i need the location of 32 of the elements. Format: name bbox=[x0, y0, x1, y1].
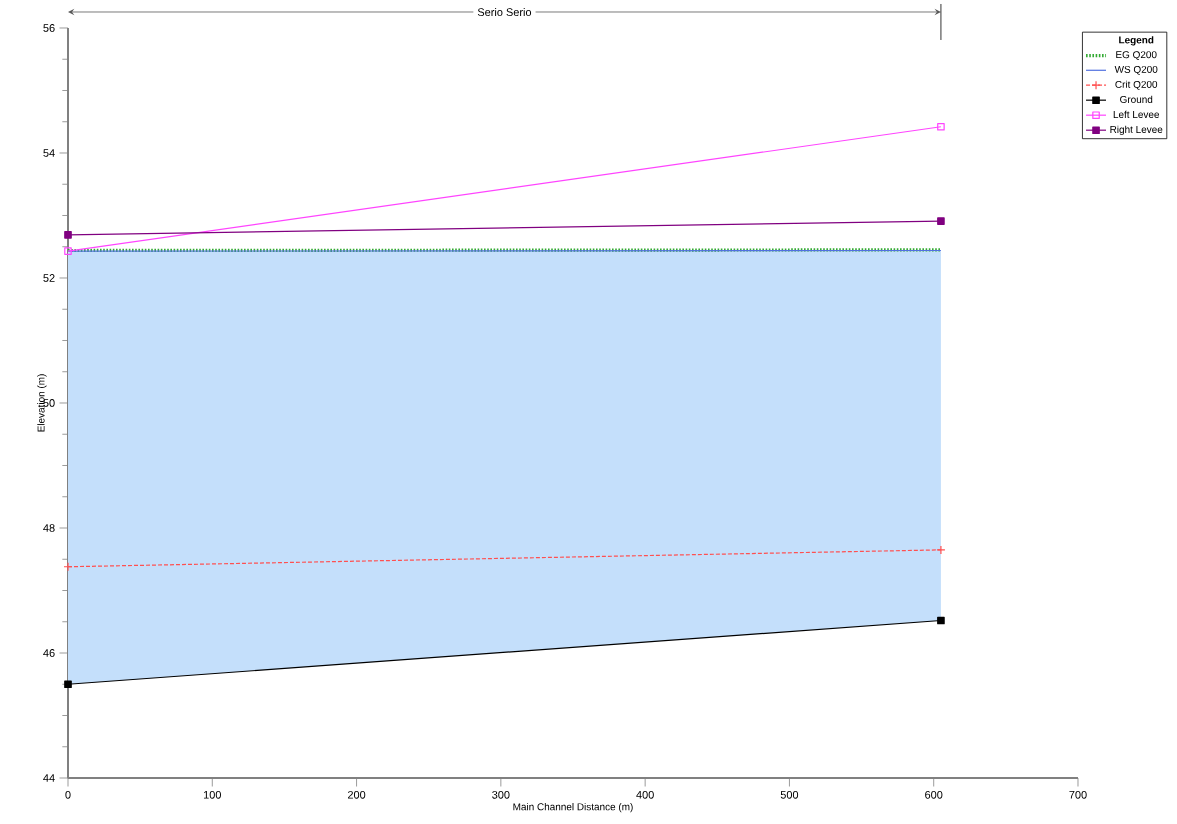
y-tick-label: 56 bbox=[43, 24, 55, 32]
legend-label: Left Levee bbox=[1113, 110, 1160, 118]
point bbox=[64, 247, 72, 255]
legend-label: WS Q200 bbox=[1114, 65, 1158, 75]
point bbox=[64, 231, 72, 239]
y-tick-label: 44 bbox=[43, 774, 55, 782]
point bbox=[63, 562, 73, 572]
x-tick-label: 100 bbox=[203, 790, 221, 799]
y-tick-label: 46 bbox=[43, 649, 55, 657]
x-tick-label: 700 bbox=[1069, 790, 1087, 799]
point bbox=[936, 545, 946, 555]
x-tick-label: 500 bbox=[780, 790, 799, 799]
legend-label: Crit Q200 bbox=[1115, 80, 1158, 90]
point bbox=[937, 217, 945, 225]
y-tick-label: 48 bbox=[43, 524, 55, 532]
legend-label: Ground bbox=[1120, 95, 1153, 103]
point bbox=[64, 680, 72, 689]
y-tick-label: 54 bbox=[43, 149, 55, 157]
x-axis-title: Main Channel Distance (m) bbox=[513, 803, 633, 813]
legend-label: Right Levee bbox=[1110, 125, 1163, 135]
x-tick-label: 600 bbox=[925, 790, 943, 799]
x-tick-label: 400 bbox=[636, 790, 654, 799]
y-tick-label: 52 bbox=[43, 274, 55, 282]
x-tick-label: 0 bbox=[65, 790, 71, 799]
point bbox=[937, 616, 945, 625]
point bbox=[937, 122, 945, 131]
y-tick-label: 50 bbox=[43, 399, 55, 407]
x-tick-label: 300 bbox=[492, 790, 510, 799]
legend-title: Legend bbox=[1119, 36, 1154, 46]
legend-label: EG Q200 bbox=[1116, 51, 1157, 60]
text: Serio Serio bbox=[477, 7, 532, 16]
x-tick-label: 200 bbox=[347, 790, 366, 799]
